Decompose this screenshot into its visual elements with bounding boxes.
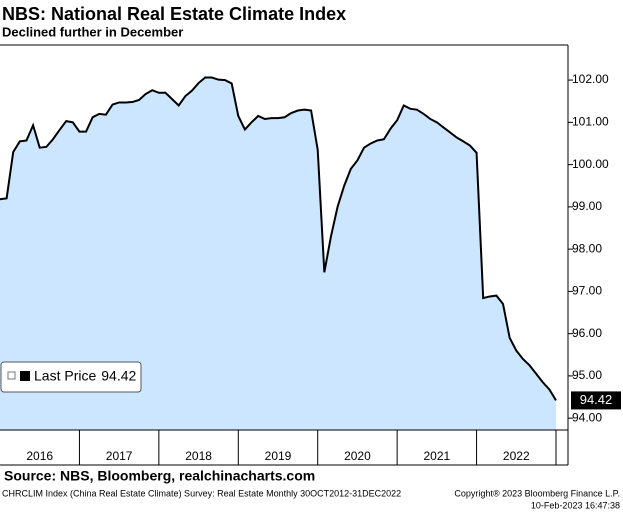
source: Source: NBS, Bloomberg, realchinacharts.… [4, 468, 315, 484]
x-tick-label: 2020 [344, 449, 371, 463]
x-tick-label: 2016 [26, 449, 53, 463]
y-tick-label: 100.00 [572, 157, 609, 171]
chart-subtitle: Declined further in December [2, 24, 183, 39]
footer-right: 10-Feb-2023 16:47:38 [531, 500, 620, 510]
area-fill [0, 77, 556, 430]
y-tick-label: 102.00 [572, 72, 609, 86]
legend-label: Last Price [34, 368, 96, 384]
legend-value: 94.42 [101, 368, 136, 384]
last-value-label: 94.42 [580, 392, 613, 407]
y-tick-label: 97.00 [572, 284, 602, 298]
x-tick-label: 2017 [106, 449, 133, 463]
x-tick-label: 2018 [185, 449, 212, 463]
legend-box [0, 361, 142, 393]
x-tick-label: 2021 [424, 449, 451, 463]
line [0, 76, 557, 401]
legend-icon [7, 371, 16, 380]
footer-right: Copyright® 2023 Bloomberg Finance L.P. [454, 488, 620, 498]
y-tick-label: 98.00 [572, 241, 602, 255]
y-tick-label: 99.00 [572, 199, 602, 213]
chart-title: NBS: National Real Estate Climate Index [2, 4, 346, 24]
legend-swatch [20, 371, 30, 381]
y-tick-label: 94.00 [572, 410, 602, 424]
last-value-box [571, 391, 621, 410]
x-tick-label: 2022 [503, 449, 530, 463]
y-tick-label: 95.00 [572, 368, 602, 382]
y-tick-label: 96.00 [572, 326, 602, 340]
x-tick-label: 2019 [265, 449, 292, 463]
y-tick-label: 101.00 [572, 115, 609, 129]
footer-left: CHRCLIM Index (China Real Estate Climate… [2, 488, 401, 498]
